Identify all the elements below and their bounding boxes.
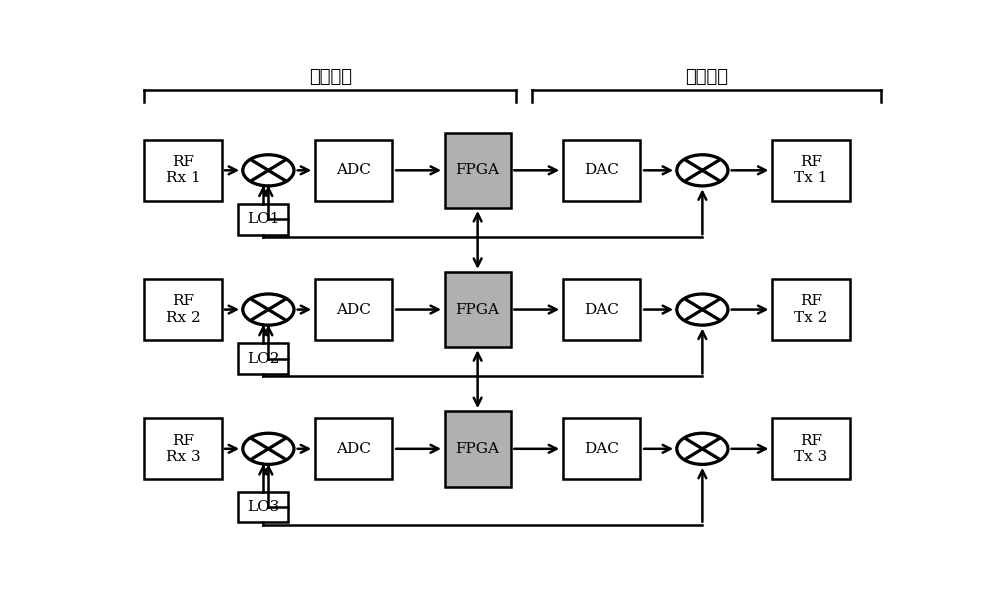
Text: LO2: LO2	[247, 352, 280, 365]
Bar	[144, 279, 222, 340]
Text: LO1: LO1	[247, 213, 280, 226]
Circle shape	[677, 433, 728, 465]
Text: DAC: DAC	[584, 303, 619, 316]
Text: 发射通道: 发射通道	[685, 68, 728, 86]
Text: RF
Tx 3: RF Tx 3	[794, 434, 828, 464]
Circle shape	[243, 433, 294, 465]
Bar	[772, 140, 850, 201]
Text: ADC: ADC	[336, 303, 371, 316]
Text: ADC: ADC	[336, 163, 371, 177]
Bar	[315, 279, 392, 340]
Bar	[563, 279, 640, 340]
Bar	[238, 204, 288, 235]
Circle shape	[677, 154, 728, 186]
Bar	[315, 140, 392, 201]
Text: FPGA: FPGA	[456, 303, 500, 316]
Circle shape	[243, 154, 294, 186]
Text: RF
Rx 2: RF Rx 2	[166, 294, 200, 325]
Circle shape	[243, 294, 294, 325]
Bar	[445, 272, 511, 348]
Text: FPGA: FPGA	[456, 163, 500, 177]
Text: FPGA: FPGA	[456, 442, 500, 456]
Text: RF
Rx 3: RF Rx 3	[166, 434, 200, 464]
Bar	[238, 343, 288, 374]
Bar	[772, 279, 850, 340]
Bar	[563, 140, 640, 201]
Bar	[144, 418, 222, 479]
Text: RF
Tx 2: RF Tx 2	[794, 294, 828, 325]
Text: DAC: DAC	[584, 442, 619, 456]
Text: 接收通道: 接收通道	[309, 68, 352, 86]
Bar	[445, 411, 511, 487]
Text: ADC: ADC	[336, 442, 371, 456]
Text: DAC: DAC	[584, 163, 619, 177]
Bar	[144, 140, 222, 201]
Text: LO3: LO3	[247, 500, 279, 514]
Bar	[563, 418, 640, 479]
Circle shape	[677, 294, 728, 325]
Bar	[445, 132, 511, 208]
Text: RF
Rx 1: RF Rx 1	[166, 155, 200, 185]
Bar	[238, 492, 288, 522]
Bar	[772, 418, 850, 479]
Text: RF
Tx 1: RF Tx 1	[794, 155, 828, 185]
Bar	[315, 418, 392, 479]
